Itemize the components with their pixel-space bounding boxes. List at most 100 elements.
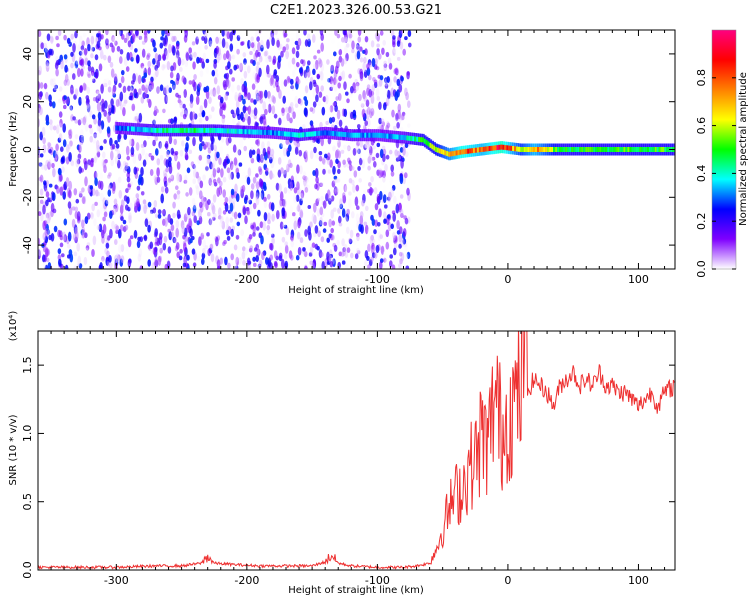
spectrogram-signal-cell (652, 147, 656, 152)
spectrogram-noise-cell (322, 168, 326, 175)
spectrogram-noise-cell (400, 158, 404, 169)
spectrogram-noise-cell (321, 261, 325, 269)
spectrogram-noise-cell (260, 235, 264, 245)
spectrogram-noise-cell (296, 141, 301, 148)
spectrogram-noise-cell (211, 162, 215, 170)
spectrogram-noise-cell (388, 62, 393, 70)
spectrogram-noise-cell (64, 64, 68, 73)
spectrogram-noise-cell (72, 43, 76, 53)
spectrogram-noise-cell (219, 257, 224, 265)
spectrogram-noise-cell (322, 96, 327, 103)
spectrogram-noise-cell (205, 155, 210, 166)
spectrogram-noise-cell (127, 183, 132, 188)
spectrogram-noise-cell (338, 215, 342, 224)
spectrogram-noise-cell (99, 180, 104, 191)
spectrogram-signal-cell (150, 127, 154, 133)
spectrogram-noise-cell (140, 202, 145, 211)
spectrogram-noise-cell (189, 93, 194, 104)
spectrogram-signal-cell (446, 151, 449, 157)
spectrogram-noise-cell (384, 87, 389, 97)
spectrogram-noise-cell (234, 265, 239, 269)
spectrogram-signal-cell (282, 131, 285, 137)
spectrogram-noise-cell (44, 235, 49, 244)
spectrogram-noise-cell (165, 84, 170, 94)
spectrogram-noise-cell (175, 43, 180, 50)
spectrogram-noise-cell (133, 115, 137, 126)
spectrogram-noise-cell (400, 252, 405, 262)
spectrogram-noise-cell (290, 234, 295, 242)
spectrogram-noise-cell (302, 175, 307, 181)
spectrogram-signal-cell (268, 130, 271, 136)
spectrogram-noise-cell (51, 162, 55, 169)
spectrogram-noise-cell (184, 174, 188, 185)
spectrogram-noise-cell (377, 91, 382, 101)
spectrogram-signal-cell (553, 147, 556, 152)
spectrogram-noise-cell (234, 183, 238, 194)
spectrogram-noise-cell (309, 107, 314, 112)
spectrogram-noise-cell (208, 40, 213, 46)
spectrogram-noise-cell (340, 251, 345, 257)
spectrogram-signal-cell (290, 131, 293, 137)
spectrogram-signal-cell (444, 150, 447, 156)
spectrogram-noise-cell (373, 79, 378, 84)
spectrogram-noise-cell (247, 39, 251, 49)
spectrogram-noise-cell (127, 238, 132, 248)
spectrogram-noise-cell (230, 253, 234, 261)
spectrogram-noise-cell (407, 123, 411, 128)
spectrogram-noise-cell (63, 104, 67, 110)
spectrogram-noise-cell (152, 119, 156, 126)
spectrogram-noise-cell (191, 210, 196, 217)
spectrogram-noise-cell (331, 234, 335, 241)
spectrogram-signal-cell (260, 129, 263, 135)
spectrogram-noise-cell (52, 167, 56, 178)
spectrogram-noise-cell (340, 149, 345, 154)
y-tick-label: -40 (21, 236, 34, 254)
spectrogram-noise-cell (128, 215, 132, 224)
spectrogram-noise-cell (306, 68, 311, 78)
spectrogram-noise-cell (267, 146, 271, 155)
spectrogram-noise-cell (231, 163, 235, 172)
spectrogram-noise-cell (304, 85, 309, 94)
spectrogram-noise-cell (254, 31, 259, 38)
spectrogram-noise-cell (367, 156, 372, 164)
spectrogram-noise-cell (70, 51, 74, 57)
spectrogram-noise-cell (386, 214, 391, 219)
spectrogram-signal-cell (298, 132, 301, 138)
spectrogram-noise-cell (156, 73, 161, 81)
spectrogram-noise-cell (343, 30, 347, 36)
spectrogram-noise-cell (263, 43, 267, 49)
spectrogram-noise-cell (117, 153, 121, 159)
spectrogram-noise-cell (222, 176, 227, 183)
spectrogram-noise-cell (347, 145, 351, 152)
spectrogram-noise-cell (100, 192, 104, 202)
spectrogram-signal-cell (510, 145, 513, 151)
spectrogram-noise-cell (299, 165, 303, 175)
spectrogram-noise-cell (39, 131, 43, 141)
spectrogram-noise-cell (94, 177, 98, 187)
spectrogram-noise-cell (386, 89, 391, 100)
spectrogram-noise-cell (168, 87, 172, 93)
spectrogram-noise-cell (276, 39, 280, 48)
spectrogram-signal-cell (537, 147, 540, 152)
spectrogram-noise-cell (192, 136, 196, 147)
spectrogram-noise-cell (286, 112, 291, 122)
spectrogram-noise-cell (126, 52, 130, 61)
spectrogram-noise-cell (256, 95, 260, 101)
spectrogram-noise-cell (295, 194, 300, 202)
spectrogram-noise-cell (52, 208, 57, 214)
spectrogram-noise-cell (74, 88, 79, 97)
spectrogram-noise-cell (241, 251, 246, 260)
spectrogram-noise-cell (173, 193, 177, 200)
spectrogram-noise-cell (205, 115, 209, 122)
spectrogram-noise-cell (173, 138, 177, 146)
spectrogram-noise-cell (47, 141, 51, 148)
spectrogram-noise-cell (80, 49, 84, 56)
spectrogram-noise-cell (159, 42, 164, 49)
spectrogram-noise-cell (44, 213, 49, 222)
spectrogram-noise-cell (144, 152, 149, 162)
spectrogram-noise-cell (192, 178, 196, 185)
spectrogram-noise-cell (326, 251, 330, 262)
spectrogram-noise-cell (188, 80, 193, 85)
spectrogram-noise-cell (48, 183, 53, 188)
spectrogram-noise-cell (341, 37, 345, 43)
